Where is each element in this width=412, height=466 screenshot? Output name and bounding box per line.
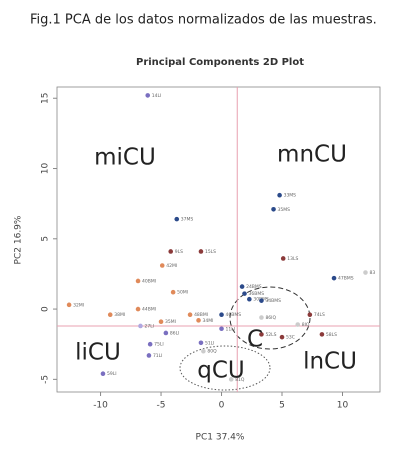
x-tick-label: 5 [279,401,285,411]
point-label: 86IQ [265,315,276,321]
point-label: 44BMI [142,307,156,313]
point [196,318,201,323]
point [363,270,368,275]
point-label: 38MI [114,312,125,318]
y-tick-label: 0 [41,306,51,312]
point-label: 47BMS [338,276,354,282]
point-label: 36BMS [249,291,265,297]
point [158,319,164,325]
x-tick-label: 0 [219,401,225,411]
cluster-ellipse [179,345,271,391]
point [307,312,313,317]
point-label: 13LS [287,256,298,262]
point [271,206,276,212]
quadrant-label: qCU [197,358,245,384]
point [174,216,180,222]
point-label: 42MI [166,263,177,269]
x-tick-label: -5 [157,401,166,411]
point-label: 51LI [205,340,215,346]
point-label: 8IQ [302,322,310,328]
point [219,312,224,317]
point-label: 24BMS [246,284,262,290]
point [147,341,153,347]
point-label: 53C [286,335,295,341]
point-label: 59LI [107,371,117,377]
cluster-ellipse [229,286,311,350]
point [146,353,152,358]
point-label: 11LI [226,326,236,332]
point [228,377,234,382]
point [295,322,301,327]
point [107,312,113,317]
y-tick-label: -5 [41,375,51,384]
point [170,289,176,295]
point-label: 74LS [314,312,325,318]
x-tick-label: 10 [337,401,349,411]
point [198,340,204,346]
point [135,278,141,284]
point [163,330,169,336]
plot-frame [56,86,381,393]
point-label: 37MS [181,217,194,223]
point-label: 48BMI [194,312,208,318]
point [319,332,325,337]
quadrant-label: liCU [75,340,121,366]
point-label: 33MS [284,193,297,199]
point-label: 86LI [170,330,180,336]
caption: Fig.1 PCA de los datos normalizados de l… [30,13,377,28]
point-label: 27LI [144,323,154,329]
point-label: 32MI [73,302,84,308]
point [242,291,247,296]
point [168,249,174,254]
point-label: 71LI [153,353,163,359]
point [259,298,264,303]
point-label: 35MI [165,319,176,325]
point [135,306,141,312]
point-label: 58LS [326,332,337,338]
point [159,263,165,268]
point [247,296,252,302]
point [259,315,264,320]
point [280,256,286,261]
point-label: 15LS [205,249,216,255]
point [201,348,206,354]
point [239,284,245,289]
y-tick-label: 15 [41,93,51,104]
chart-title: Principal Components 2D Plot [136,57,304,68]
point-label: 83 [369,270,375,276]
point-label: 75LI [154,342,164,348]
point [277,192,282,198]
quadrant-label: miCU [94,145,156,171]
point [259,332,264,337]
point-label: 50MI [177,290,188,296]
point-label: 46BMS [226,312,242,318]
quadrant-label: C [247,327,263,353]
point-label: 14LI [152,93,162,99]
point [219,326,224,332]
x-axis-label: PC1 37.4% [196,433,245,443]
point-label: 34BMS [265,298,281,304]
point-label: 40BMI [142,278,156,284]
point-label: 9LS [175,249,183,255]
point-label: 35MS [278,207,291,213]
point [66,302,72,308]
quadrant-label: mnCU [277,142,347,168]
y-tick-label: 10 [41,163,51,175]
point [145,93,151,98]
point [198,249,204,254]
quadrant-label: lnCU [303,349,357,375]
point [138,323,143,329]
point-label: 34MI [203,318,214,324]
y-axis-label: PC2 16.9% [14,215,24,264]
point-label: 80Q [207,349,217,355]
point [331,275,337,281]
point [187,312,193,317]
point [279,334,285,340]
y-tick-label: 5 [41,236,51,242]
point [100,371,106,377]
point-label: 52LS [265,332,276,338]
point-label: 81Q [235,377,245,383]
x-tick-label: -10 [93,401,108,411]
